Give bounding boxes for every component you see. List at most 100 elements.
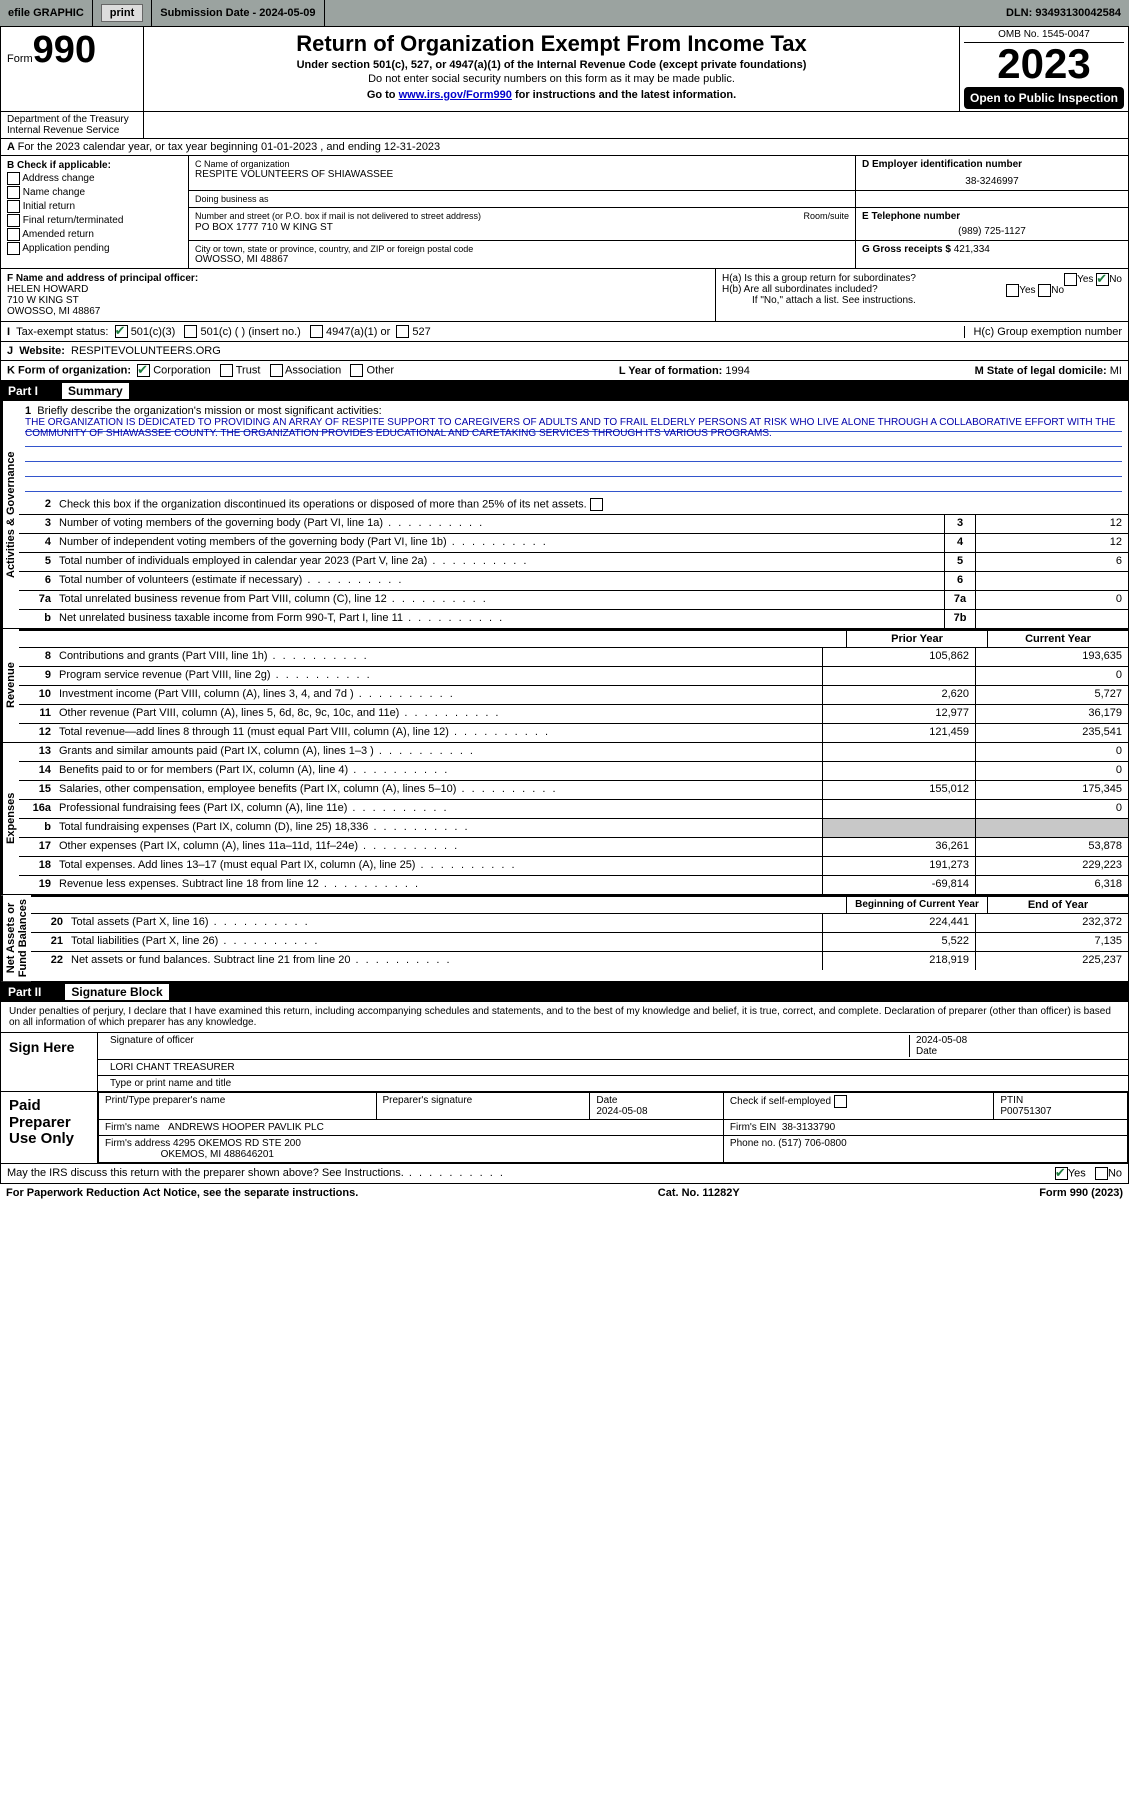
ein-cell: D Employer identification number 38-3246… [855, 156, 1128, 190]
cb-self-employed[interactable] [834, 1095, 847, 1108]
principal-officer: F Name and address of principal officer:… [1, 269, 716, 321]
line-11: 11Other revenue (Part VIII, column (A), … [19, 705, 1128, 724]
line-3: 3Number of voting members of the governi… [19, 515, 1128, 534]
line-15: 15Salaries, other compensation, employee… [19, 781, 1128, 800]
row-j-website: J Website: RESPITEVOLUNTEERS.ORG [0, 342, 1129, 361]
tel-cell: E Telephone number (989) 725-1127 [855, 208, 1128, 240]
addr-cell: Number and street (or P.O. box if mail i… [189, 208, 855, 240]
line-12: 12Total revenue—add lines 8 through 11 (… [19, 724, 1128, 742]
org-name-cell: C Name of organization RESPITE VOLUNTEER… [189, 156, 855, 190]
line-14: 14Benefits paid to or for members (Part … [19, 762, 1128, 781]
mission-block: 1 Briefly describe the organization's mi… [19, 401, 1128, 496]
paid-preparer-table: Print/Type preparer's name Preparer's si… [98, 1092, 1128, 1163]
line-4: 4Number of independent voting members of… [19, 534, 1128, 553]
line-22: 22Net assets or fund balances. Subtract … [31, 952, 1128, 970]
cb-4947[interactable] [310, 325, 323, 338]
mission-text: THE ORGANIZATION IS DEDICATED TO PROVIDI… [25, 417, 1122, 432]
cb-other[interactable] [350, 364, 363, 377]
part1-header: Part I Summary [0, 381, 1129, 401]
form-title: Return of Organization Exempt From Incom… [152, 31, 951, 57]
row-a-tax-year: A For the 2023 calendar year, or tax yea… [0, 139, 1129, 156]
submission-date: Submission Date - 2024-05-09 [152, 0, 324, 26]
website-value: RESPITEVOLUNTEERS.ORG [71, 345, 221, 357]
vtab-expenses: Expenses [1, 743, 19, 894]
cb-address-change[interactable]: Address change [7, 172, 182, 185]
line-18: 18Total expenses. Add lines 13–17 (must … [19, 857, 1128, 876]
line-17: 17Other expenses (Part IX, column (A), l… [19, 838, 1128, 857]
ein-value: 38-3246997 [862, 176, 1122, 187]
subtitle-1: Under section 501(c), 527, or 4947(a)(1)… [152, 59, 951, 71]
hc-group-exemption: H(c) Group exemption number [964, 326, 1122, 338]
row-k-form-org: K Form of organization: Corporation Trus… [0, 361, 1129, 381]
line-13: 13Grants and similar amounts paid (Part … [19, 743, 1128, 762]
efile-label: efile GRAPHIC [0, 0, 93, 26]
identity-block: B Check if applicable: Address change Na… [0, 156, 1129, 269]
dba-cell: Doing business as [189, 191, 855, 207]
print-button[interactable]: print [101, 4, 143, 22]
na-header: Beginning of Current Year End of Year [31, 895, 1128, 914]
line-9: 9Program service revenue (Part VIII, lin… [19, 667, 1128, 686]
col-b-checkboxes: B Check if applicable: Address change Na… [1, 156, 189, 268]
cb-corporation[interactable] [137, 364, 150, 377]
discuss-row: May the IRS discuss this return with the… [0, 1164, 1129, 1184]
print-cell: print [93, 0, 152, 26]
title-cell: Return of Organization Exempt From Incom… [144, 27, 959, 111]
line-7a: 7aTotal unrelated business revenue from … [19, 591, 1128, 610]
city-state-zip: OWOSSO, MI 48867 [195, 254, 849, 265]
open-to-public: Open to Public Inspection [964, 87, 1124, 109]
line-6: 6Total number of volunteers (estimate if… [19, 572, 1128, 591]
cb-discuss-yes[interactable] [1055, 1167, 1068, 1180]
line-8: 8Contributions and grants (Part VIII, li… [19, 648, 1128, 667]
subtitle-3: Go to www.irs.gov/Form990 for instructio… [152, 89, 951, 101]
line-20: 20Total assets (Part X, line 16)224,4412… [31, 914, 1128, 933]
line-21: 21Total liabilities (Part X, line 26)5,5… [31, 933, 1128, 952]
cb-association[interactable] [270, 364, 283, 377]
cb-discuss-no[interactable] [1095, 1167, 1108, 1180]
section-net-assets: Net Assets orFund Balances Beginning of … [0, 895, 1129, 982]
gross-receipts: 421,334 [954, 244, 990, 255]
dept-row: Department of the Treasury Internal Reve… [0, 112, 1129, 139]
cb-final-return[interactable]: Final return/terminated [7, 214, 182, 227]
cb-discontinued[interactable] [590, 498, 603, 511]
col-cd: C Name of organization RESPITE VOLUNTEER… [189, 156, 1128, 268]
line-7b: bNet unrelated business taxable income f… [19, 610, 1128, 628]
vtab-net-assets: Net Assets orFund Balances [1, 895, 31, 981]
vtab-revenue: Revenue [1, 629, 19, 742]
irs-link[interactable]: www.irs.gov/Form990 [399, 89, 512, 101]
footer-row: For Paperwork Reduction Act Notice, see … [0, 1184, 1129, 1202]
signature-block: Under penalties of perjury, I declare th… [0, 1002, 1129, 1164]
cb-name-change[interactable]: Name change [7, 186, 182, 199]
empty-d1 [855, 191, 1128, 207]
telephone: (989) 725-1127 [862, 226, 1122, 237]
year-cell: OMB No. 1545-0047 2023 Open to Public In… [959, 27, 1128, 111]
dln: DLN: 93493130042584 [998, 0, 1129, 26]
cb-527[interactable] [396, 325, 409, 338]
cb-amended-return[interactable]: Amended return [7, 228, 182, 241]
line-10: 10Investment income (Part VIII, column (… [19, 686, 1128, 705]
group-return: H(a) Is this a group return for subordin… [716, 269, 1128, 321]
org-name: RESPITE VOLUNTEERS OF SHIAWASSEE [195, 169, 849, 180]
cb-501c[interactable] [184, 325, 197, 338]
form-number-cell: Form990 [1, 27, 144, 111]
line-5: 5Total number of individuals employed in… [19, 553, 1128, 572]
officer-name: LORI CHANT TREASURER [104, 1062, 241, 1073]
cb-501c3[interactable] [115, 325, 128, 338]
gross-cell: G Gross receipts $ 421,334 [855, 241, 1128, 268]
cb-initial-return[interactable]: Initial return [7, 200, 182, 213]
col-b-title: B Check if applicable: [7, 160, 111, 171]
sign-here-row: Sign Here Signature of officer2024-05-08… [1, 1032, 1128, 1091]
penalty-text: Under penalties of perjury, I declare th… [1, 1002, 1128, 1032]
part2-header: Part II Signature Block [0, 982, 1129, 1002]
subtitle-2: Do not enter social security numbers on … [152, 73, 951, 85]
cb-trust[interactable] [220, 364, 233, 377]
row-i-tax-exempt: I Tax-exempt status: 501(c)(3) 501(c) ( … [0, 322, 1129, 342]
cb-application-pending[interactable]: Application pending [7, 242, 182, 255]
city-cell: City or town, state or province, country… [189, 241, 855, 268]
line-2: 2Check this box if the organization disc… [19, 496, 1128, 515]
section-expenses: Expenses 13Grants and similar amounts pa… [0, 743, 1129, 895]
dept-treasury: Department of the Treasury Internal Reve… [1, 112, 144, 138]
section-revenue: Revenue Prior Year Current Year 8Contrib… [0, 629, 1129, 743]
form-header: Form990 Return of Organization Exempt Fr… [0, 27, 1129, 112]
vtab-governance: Activities & Governance [1, 401, 19, 628]
line-16a: 16aProfessional fundraising fees (Part I… [19, 800, 1128, 819]
